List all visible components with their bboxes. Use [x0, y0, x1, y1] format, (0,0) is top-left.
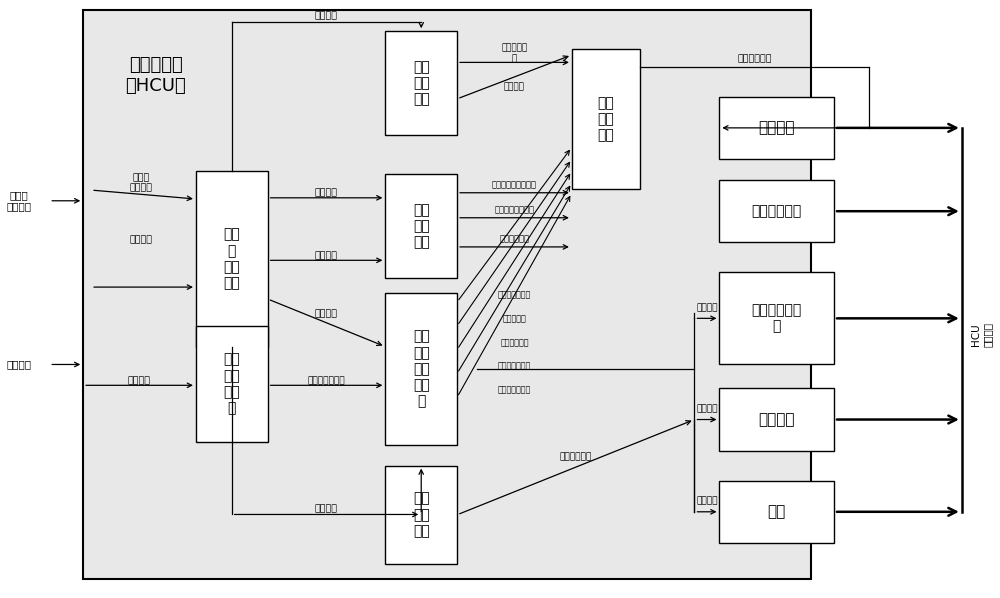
Text: 停车
充电
判断: 停车 充电 判断: [413, 60, 430, 106]
Text: 整车控制器
（HCU）: 整车控制器 （HCU）: [126, 56, 186, 95]
Text: 控制
模式
判断: 控制 模式 判断: [597, 96, 614, 142]
Text: 整车状态: 整车状态: [315, 309, 338, 318]
Text: 自启允许指令: 自启允许指令: [500, 338, 529, 347]
Text: 停车充电模式: 停车充电模式: [752, 204, 802, 218]
Text: 发动机启动模
式: 发动机启动模 式: [752, 303, 802, 334]
Text: 驾驶
员
需求
转矩: 驾驶 员 需求 转矩: [223, 227, 240, 290]
Text: 整车状态: 整车状态: [696, 303, 718, 312]
FancyBboxPatch shape: [572, 49, 640, 189]
Text: 发动机切入信号: 发动机切入信号: [308, 376, 345, 385]
Text: 发动机上层分配转矩: 发动机上层分配转矩: [492, 181, 537, 190]
Text: 驾驶员
操作信息: 驾驶员 操作信息: [7, 190, 32, 212]
Text: 换档过程: 换档过程: [758, 412, 795, 427]
Text: 驾驶员
操作信息: 驾驶员 操作信息: [130, 173, 152, 193]
FancyBboxPatch shape: [83, 10, 811, 579]
Text: 整车状态: 整车状态: [696, 404, 718, 413]
Text: HCU
控制指令: HCU 控制指令: [971, 322, 992, 347]
FancyBboxPatch shape: [385, 466, 457, 564]
Text: 换档
禁止
判断: 换档 禁止 判断: [413, 492, 430, 538]
FancyBboxPatch shape: [719, 180, 834, 242]
Text: 需求转矩: 需求转矩: [315, 251, 338, 260]
Text: 电启机指令: 电启机指令: [503, 314, 526, 323]
Text: 换挡禁止指令: 换挡禁止指令: [560, 452, 592, 461]
Text: 整车状态: 整车状态: [696, 496, 718, 505]
Text: 上层
转矩
分配: 上层 转矩 分配: [413, 203, 430, 249]
Text: 其他: 其他: [768, 504, 786, 519]
Text: 整车状态: 整车状态: [315, 188, 338, 197]
FancyBboxPatch shape: [719, 97, 834, 159]
Text: 发动
机切
入判
断: 发动 机切 入判 断: [223, 352, 240, 415]
FancyBboxPatch shape: [719, 481, 834, 543]
FancyBboxPatch shape: [719, 388, 834, 451]
Text: 主动充电信号: 主动充电信号: [499, 234, 529, 243]
Text: 整车状态: 整车状态: [504, 83, 525, 91]
Text: 传统模式: 传统模式: [758, 120, 795, 135]
Text: 发动机启动指令: 发动机启动指令: [498, 291, 531, 300]
Text: 发动机停机指令: 发动机停机指令: [498, 362, 531, 371]
Text: 整车状态: 整车状态: [7, 359, 32, 370]
Text: 停车充电信
号: 停车充电信 号: [501, 44, 528, 63]
Text: 电机上层分配转矩: 电机上层分配转矩: [494, 206, 534, 215]
FancyBboxPatch shape: [196, 326, 268, 442]
Text: 整车状态: 整车状态: [130, 235, 152, 244]
FancyBboxPatch shape: [385, 174, 457, 278]
FancyBboxPatch shape: [385, 31, 457, 135]
FancyBboxPatch shape: [196, 171, 268, 347]
Text: 发动
机启
动方
式判
断: 发动 机启 动方 式判 断: [413, 329, 430, 408]
Text: 整车状态: 整车状态: [315, 504, 338, 513]
Text: 整车状态: 整车状态: [315, 12, 338, 21]
Text: 电助力转向指令: 电助力转向指令: [498, 386, 531, 395]
Text: 控制模式信号: 控制模式信号: [737, 54, 772, 63]
FancyBboxPatch shape: [385, 293, 457, 445]
FancyBboxPatch shape: [719, 272, 834, 364]
Text: 整车状态: 整车状态: [128, 376, 151, 385]
